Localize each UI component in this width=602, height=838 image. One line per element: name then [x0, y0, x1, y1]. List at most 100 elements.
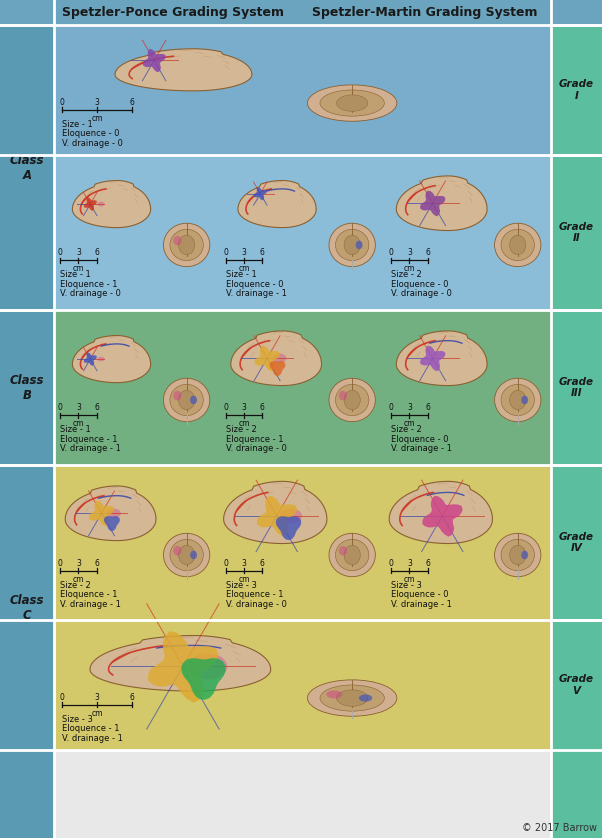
Ellipse shape	[521, 551, 528, 559]
Text: 6: 6	[259, 558, 265, 567]
Polygon shape	[90, 635, 271, 691]
Text: 3: 3	[76, 558, 81, 567]
Text: Grade
I: Grade I	[559, 80, 594, 101]
Ellipse shape	[173, 235, 182, 246]
Bar	[54, 465, 551, 620]
Ellipse shape	[173, 546, 182, 556]
Bar	[54, 155, 551, 310]
Text: Class
B: Class B	[10, 374, 45, 401]
Polygon shape	[257, 496, 297, 536]
Text: V. drainage - 1: V. drainage - 1	[60, 599, 121, 608]
Ellipse shape	[495, 378, 541, 422]
Ellipse shape	[98, 357, 105, 361]
Text: V. drainage - 1: V. drainage - 1	[226, 289, 287, 298]
Text: © 2017 Barrow: © 2017 Barrow	[522, 823, 597, 833]
Text: Eloquence - 1: Eloquence - 1	[60, 435, 117, 444]
Text: 6: 6	[259, 403, 265, 412]
Text: 6: 6	[94, 248, 99, 257]
Ellipse shape	[170, 385, 203, 416]
Ellipse shape	[501, 540, 535, 571]
Text: cm: cm	[91, 114, 103, 122]
Text: cm: cm	[238, 575, 250, 583]
Ellipse shape	[190, 551, 197, 559]
Text: 3: 3	[95, 97, 99, 106]
Text: Eloquence - 1: Eloquence - 1	[60, 590, 117, 599]
Polygon shape	[72, 335, 150, 383]
Ellipse shape	[344, 391, 360, 410]
Text: 6: 6	[129, 692, 134, 701]
Text: 3: 3	[241, 248, 246, 257]
Ellipse shape	[495, 533, 541, 577]
Ellipse shape	[510, 546, 526, 565]
Text: 0: 0	[389, 558, 394, 567]
Ellipse shape	[510, 235, 526, 255]
Ellipse shape	[170, 540, 203, 571]
Polygon shape	[143, 49, 166, 72]
Text: Size - 3: Size - 3	[62, 715, 93, 723]
Text: Class
C: Class C	[10, 593, 45, 622]
Text: 0: 0	[58, 248, 63, 257]
Ellipse shape	[510, 391, 526, 410]
Polygon shape	[72, 180, 150, 228]
Polygon shape	[65, 486, 156, 541]
Polygon shape	[255, 345, 280, 371]
Polygon shape	[181, 658, 226, 700]
Text: Eloquence - 1: Eloquence - 1	[60, 280, 117, 289]
Ellipse shape	[521, 396, 528, 404]
Text: Grade
II: Grade II	[559, 222, 594, 243]
Text: 6: 6	[94, 403, 99, 412]
Ellipse shape	[344, 235, 360, 255]
Polygon shape	[89, 500, 114, 526]
Text: Size - 2: Size - 2	[391, 426, 422, 434]
Text: 6: 6	[425, 558, 430, 567]
Polygon shape	[238, 180, 316, 228]
Ellipse shape	[173, 391, 182, 401]
Text: cm: cm	[238, 420, 250, 428]
Text: 3: 3	[76, 248, 81, 257]
Polygon shape	[84, 353, 97, 366]
Ellipse shape	[329, 378, 376, 422]
Ellipse shape	[320, 90, 384, 116]
Ellipse shape	[359, 695, 372, 701]
Ellipse shape	[329, 533, 376, 577]
Text: cm: cm	[404, 265, 415, 273]
Polygon shape	[270, 361, 285, 376]
Text: Eloquence - 0: Eloquence - 0	[62, 129, 120, 138]
Bar	[54, 310, 551, 465]
Text: 3: 3	[76, 403, 81, 412]
Text: V. drainage - 0: V. drainage - 0	[226, 444, 287, 453]
Text: 6: 6	[425, 248, 430, 257]
Text: cm: cm	[404, 575, 415, 583]
Ellipse shape	[339, 391, 347, 401]
Polygon shape	[224, 481, 327, 544]
Text: 0: 0	[58, 558, 63, 567]
Text: Eloquence - 1: Eloquence - 1	[226, 435, 283, 444]
Ellipse shape	[164, 533, 210, 577]
Ellipse shape	[164, 378, 210, 422]
Text: Grade
III: Grade III	[559, 377, 594, 398]
Polygon shape	[420, 190, 445, 216]
Text: 3: 3	[407, 558, 412, 567]
Text: Size - 2: Size - 2	[60, 581, 91, 589]
Text: V. drainage - 1: V. drainage - 1	[391, 599, 452, 608]
Ellipse shape	[344, 546, 360, 565]
Ellipse shape	[320, 685, 384, 711]
Bar	[0, 0, 602, 25]
Text: Size - 3: Size - 3	[226, 581, 256, 589]
Text: Eloquence - 0: Eloquence - 0	[391, 590, 448, 599]
Text: 3: 3	[407, 248, 412, 257]
Text: 3: 3	[241, 558, 246, 567]
Text: cm: cm	[91, 709, 103, 717]
Text: V. drainage - 0: V. drainage - 0	[226, 599, 287, 608]
Text: V. drainage - 0: V. drainage - 0	[391, 289, 452, 298]
Text: 0: 0	[60, 97, 64, 106]
Ellipse shape	[308, 85, 397, 122]
Text: 6: 6	[129, 97, 134, 106]
Text: V. drainage - 1: V. drainage - 1	[391, 444, 452, 453]
Text: Eloquence - 1: Eloquence - 1	[62, 724, 120, 733]
Text: 3: 3	[241, 403, 246, 412]
Ellipse shape	[188, 654, 227, 680]
Polygon shape	[420, 345, 445, 371]
Text: 3: 3	[407, 403, 412, 412]
Text: cm: cm	[73, 265, 84, 273]
